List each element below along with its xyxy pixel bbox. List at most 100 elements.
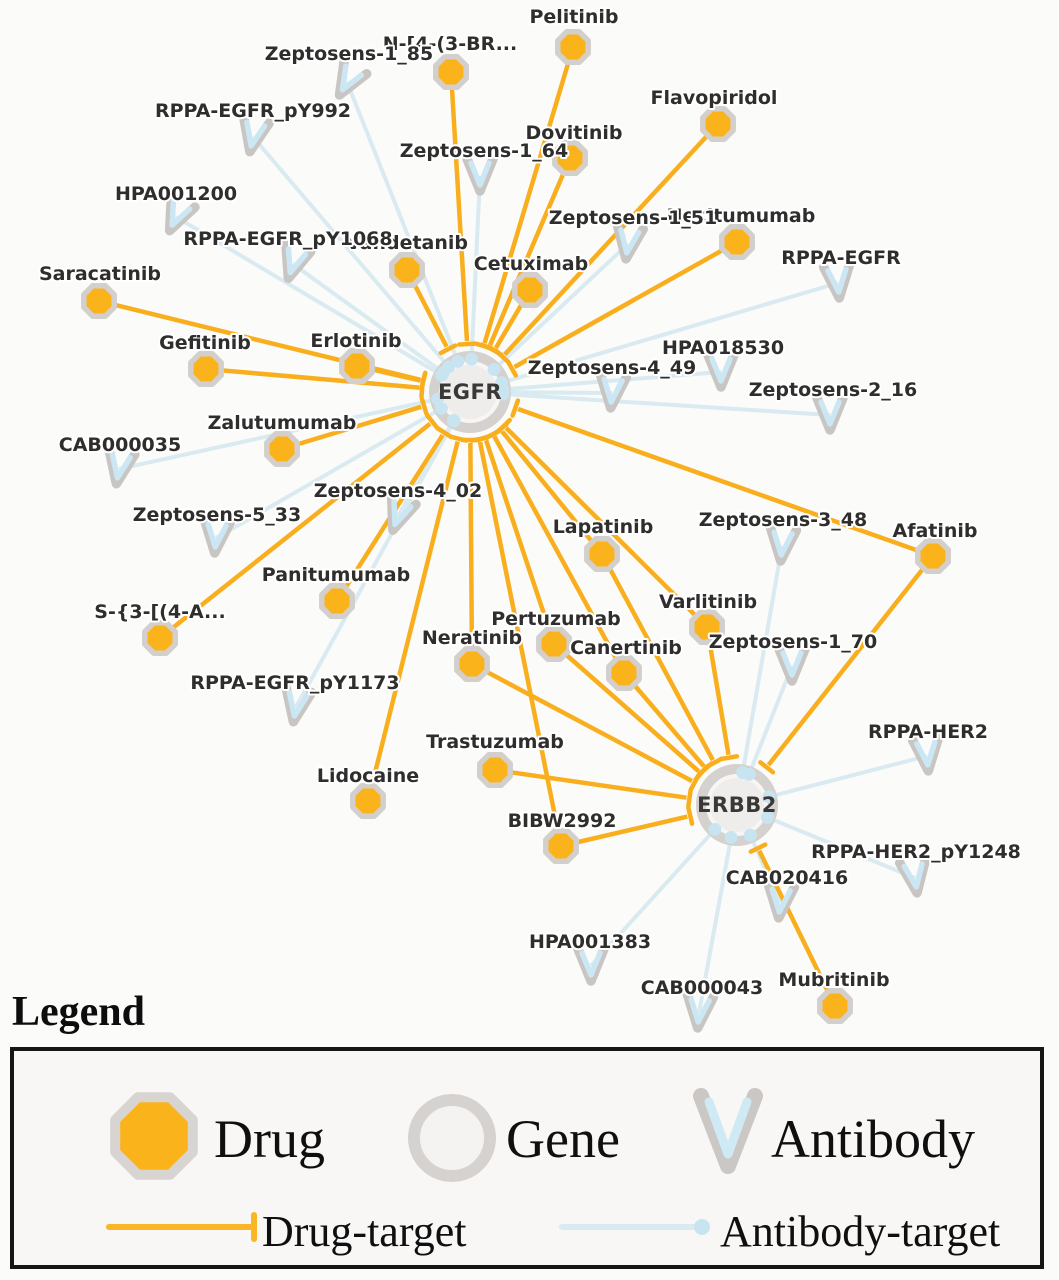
drug-node-dovitinib[interactable] bbox=[552, 140, 588, 176]
drug-label-saracatinib: Saracatinib bbox=[39, 263, 161, 285]
legend-drug-label: Drug bbox=[214, 1109, 325, 1169]
edge-dot-rppa-her2-erbb2 bbox=[762, 790, 776, 804]
edge-tee-bibw2992-erbb2 bbox=[686, 805, 695, 826]
antibody-node-rppa-egfr-py1068[interactable] bbox=[276, 239, 316, 284]
antibody-label-hpa018530: HPA018530 bbox=[662, 337, 784, 359]
edge-tee-vandetanib-egfr bbox=[438, 343, 458, 356]
edge-canertinib-erbb2 bbox=[622, 671, 706, 768]
edge-zeptosens-1-85-egfr bbox=[345, 81, 460, 363]
antibody-node-zeptosens-1-85[interactable] bbox=[328, 56, 372, 102]
edge-tee-afatinib-erbb2 bbox=[758, 760, 776, 775]
drug-node-pelitinib[interactable] bbox=[555, 29, 591, 65]
antibody-label-hpa001383: HPA001383 bbox=[529, 931, 651, 953]
drug-node-cetuximab[interactable] bbox=[512, 272, 548, 308]
gene-node-erbb2[interactable] bbox=[696, 764, 778, 846]
edge-canertinib-egfr bbox=[492, 435, 626, 675]
edge-zalutumumab-egfr bbox=[281, 404, 422, 452]
antibody-label-rppa-egfr-py1173: RPPA-EGFR_pY1173 bbox=[190, 672, 399, 694]
antibody-label-rppa-her2: RPPA-HER2 bbox=[868, 721, 988, 743]
edge-cab000043-erbb2 bbox=[697, 837, 734, 1014]
drug-label-necitumumab: Necitumumab bbox=[667, 205, 816, 227]
antibody-node-rppa-her2-py1248[interactable] bbox=[895, 854, 931, 898]
antibody-node-cab020416[interactable] bbox=[763, 880, 800, 923]
drug-node-erlotinib[interactable] bbox=[339, 348, 375, 384]
edge-neratinib-egfr bbox=[468, 442, 475, 665]
edge-afatinib-egfr bbox=[517, 406, 934, 559]
edge-dot-rppa-egfr-py1173-egfr bbox=[447, 414, 461, 428]
antibody-node-hpa001383[interactable] bbox=[573, 944, 609, 986]
antibody-node-zeptosens-1-64[interactable] bbox=[462, 154, 498, 196]
antibody-chevron-fill bbox=[109, 451, 133, 481]
antibody-label-zeptosens-1-85: Zeptosens-1_85 bbox=[265, 43, 433, 65]
edge-pertuzumab-erbb2 bbox=[552, 642, 701, 774]
drug-node-n-4-3-br[interactable] bbox=[433, 54, 469, 90]
edge-rppa-egfr-egfr bbox=[501, 281, 839, 385]
antibody-chevron-fill bbox=[286, 689, 310, 719]
drug-node-canertinib[interactable] bbox=[606, 655, 642, 691]
drug-node-pertuzumab[interactable] bbox=[536, 626, 572, 662]
drug-label-pertuzumab: Pertuzumab bbox=[491, 608, 621, 630]
antibody-node-rppa-egfr[interactable] bbox=[818, 260, 855, 303]
antibody-node-zeptosens-5-33[interactable] bbox=[199, 515, 236, 558]
antibody-node-zeptosens-1-70[interactable] bbox=[774, 644, 810, 686]
drug-node-trastuzumab[interactable] bbox=[477, 752, 513, 788]
gene-symbol bbox=[408, 1094, 496, 1182]
drug-node-varlitinib[interactable] bbox=[689, 609, 725, 645]
drug-node-zalutumumab[interactable] bbox=[264, 431, 300, 467]
antibody-label-cab020416: CAB020416 bbox=[726, 867, 848, 889]
drug-node-lidocaine[interactable] bbox=[350, 783, 386, 819]
drug-node-vandetanib[interactable] bbox=[389, 252, 425, 288]
drug-node-neratinib[interactable] bbox=[454, 646, 490, 682]
antibody-node-hpa018530[interactable] bbox=[703, 350, 739, 392]
edge-zeptosens-2-16-egfr bbox=[502, 392, 831, 417]
drug-node-flavopiridol[interactable] bbox=[700, 106, 736, 142]
drug-node-saracatinib[interactable] bbox=[81, 283, 117, 319]
antibody-chevron-fill bbox=[769, 886, 793, 915]
antibody-node-zeptosens-2-16[interactable] bbox=[812, 393, 848, 435]
drug-node-lapatinib[interactable] bbox=[584, 536, 620, 572]
antibody-label-zeptosens-1-64: Zeptosens-1_64 bbox=[400, 140, 568, 162]
antibody-node-cab000043[interactable] bbox=[682, 990, 719, 1033]
edge-hpa018530-egfr bbox=[502, 370, 722, 392]
edge-tee-zalutumumab-egfr bbox=[419, 396, 429, 416]
antibody-label-zeptosens-5-33: Zeptosens-5_33 bbox=[133, 504, 301, 526]
antibody-node-rppa-egfr-py992[interactable] bbox=[237, 112, 275, 157]
drug-node-necitumumab[interactable] bbox=[719, 224, 755, 260]
drug-node-gefitinib[interactable] bbox=[188, 351, 224, 387]
antibody-node-zeptosens-4-49[interactable] bbox=[595, 370, 632, 413]
antibody-node-hpa001200[interactable] bbox=[158, 191, 200, 236]
antibody-node-rppa-her2[interactable] bbox=[907, 733, 944, 776]
antibody-chevron-fill bbox=[825, 266, 849, 295]
antibody-label-hpa001200: HPA001200 bbox=[115, 183, 237, 205]
antibody-node-zeptosens-1-51[interactable] bbox=[612, 220, 648, 264]
antibody-label-rppa-egfr-py1068: RPPA-EGFR_pY1068 bbox=[183, 228, 392, 250]
node-labels: EGFR ERBB2 Pelitinib N-[4-(3-BR... Dovitinib… bbox=[37, 4, 1023, 1001]
drug-node-afatinib[interactable] bbox=[915, 538, 951, 574]
antibody-symbol bbox=[693, 1088, 763, 1174]
drug-node-mubritinib[interactable] bbox=[817, 988, 853, 1024]
drug-edges bbox=[98, 46, 935, 1007]
antibody-node-zeptosens-3-48[interactable] bbox=[765, 523, 802, 566]
edge-hpa001200-egfr bbox=[174, 215, 443, 377]
antibody-chevron-fill bbox=[618, 227, 642, 256]
drug-label-flavopiridol: Flavopiridol bbox=[651, 87, 778, 109]
antibody-nodes bbox=[104, 56, 944, 1033]
antibody-node-cab000035[interactable] bbox=[104, 445, 140, 489]
drug-nodes bbox=[81, 29, 951, 1024]
edge-n-4-3-br-egfr bbox=[448, 71, 470, 342]
antibody-chevron-fill bbox=[914, 739, 938, 768]
edge-necitumumab-egfr bbox=[513, 240, 739, 369]
antibody-node-rppa-egfr-py1173[interactable] bbox=[281, 683, 317, 727]
antibody-label-rppa-her2-py1248: RPPA-HER2_pY1248 bbox=[811, 841, 1021, 863]
edge-bibw2992-erbb2 bbox=[560, 814, 688, 849]
antibody-label-cab000035: CAB000035 bbox=[59, 434, 181, 456]
drug-node-s-3-4-a[interactable] bbox=[142, 620, 178, 656]
drug-node-bibw2992[interactable] bbox=[543, 828, 579, 864]
edge-tee-cetuximab-egfr bbox=[485, 344, 504, 357]
edge-s-3-4-a-egfr bbox=[158, 421, 432, 640]
antibody-node-zeptosens-4-02[interactable] bbox=[381, 490, 421, 535]
antibody-label-zeptosens-4-49: Zeptosens-4_49 bbox=[528, 357, 696, 379]
legend-antibody-target-label: Antibody-target bbox=[720, 1207, 1001, 1256]
drug-node-panitumumab[interactable] bbox=[319, 583, 355, 619]
